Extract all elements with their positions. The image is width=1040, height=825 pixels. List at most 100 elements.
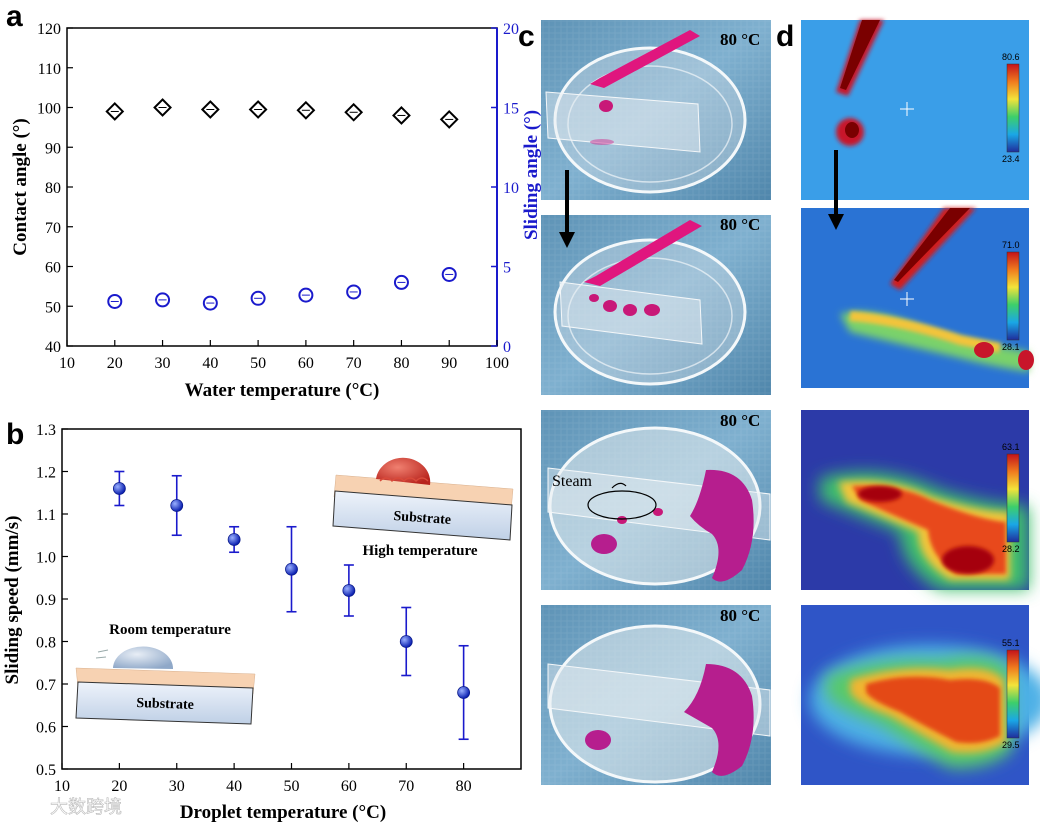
sliding-angle-point: [441, 266, 457, 282]
b-xtick-label: 50: [284, 778, 300, 795]
a-ytick-label: 50: [45, 299, 61, 316]
a-ytick-label: 80: [45, 180, 61, 197]
contact-angle-point: [344, 102, 364, 122]
sliding-angle-point: [346, 284, 362, 300]
thermal-frame-4: 55.1 29.5: [801, 605, 1040, 785]
a-ytick-label: 110: [38, 61, 61, 78]
contact-angle-point: [296, 100, 316, 120]
contact-angle-point: [153, 98, 172, 117]
panel-letter-c: c: [518, 20, 535, 53]
sliding-angle-point: [155, 292, 171, 308]
b-ytick-label: 0.8: [36, 635, 56, 652]
sliding-angle-point: [393, 274, 409, 290]
b-ytick-label: 1.3: [36, 422, 56, 439]
sliding-speed-point: [227, 533, 241, 546]
a-y2tick-label: 0: [503, 339, 511, 356]
a-xtick-label: 20: [107, 355, 123, 372]
panel-a-y2label: Sliding angle (°): [521, 110, 542, 240]
thermal-max-3: 63.1: [1002, 442, 1020, 452]
thermal-min-3: 28.2: [1002, 544, 1020, 554]
panel-letter-b: b: [6, 418, 24, 451]
a-ytick-label: 120: [37, 21, 61, 38]
sliding-angle-point: [298, 287, 314, 303]
b-ytick-label: 0.7: [36, 677, 56, 694]
b-ytick-label: 1.1: [36, 507, 56, 524]
sliding-speed-point: [399, 635, 413, 648]
a-xtick-label: 100: [485, 355, 509, 372]
a-ytick-label: 40: [45, 339, 61, 356]
a-xtick-label: 30: [155, 355, 171, 372]
thermal-min-4: 29.5: [1002, 740, 1020, 750]
b-xtick-label: 20: [111, 778, 127, 795]
panel-b-xlabel: Droplet temperature (°C): [180, 802, 386, 823]
a-xtick-label: 80: [393, 355, 409, 372]
b-xtick-label: 30: [169, 778, 185, 795]
panel-c-photos: 80 °C 80 °C Steam: [518, 20, 771, 785]
a-ytick-label: 60: [45, 260, 61, 277]
a-ytick-label: 90: [45, 140, 61, 157]
photo-frame-4: 80 °C: [541, 605, 771, 785]
b-xtick-label: 10: [54, 778, 70, 795]
sliding-speed-point: [112, 482, 126, 495]
a-xtick-label: 70: [346, 355, 362, 372]
room-temperature-label: Room temperature: [109, 622, 231, 638]
a-xtick-label: 50: [250, 355, 266, 372]
a-xtick-label: 10: [59, 355, 75, 372]
panel-letter-d: d: [776, 20, 794, 53]
contact-angle-point: [392, 106, 411, 125]
a-y2tick-label: 20: [503, 21, 519, 38]
a-ytick-label: 100: [37, 101, 61, 118]
a-ytick-label: 70: [45, 220, 61, 237]
sliding-speed-point: [342, 584, 356, 597]
substrate-label-1: Substrate: [136, 696, 194, 713]
substrate-label-2: Substrate: [393, 509, 451, 528]
steam-circle: [587, 490, 657, 520]
panel-b-chart: b 10 20 30 40 50 60 70 80 0.5 0.6 0.7 0.8 0.9 1.0 1.1…: [2, 418, 522, 823]
contact-angle-point: [200, 100, 220, 119]
photo-temp-4: 80 °C: [720, 606, 760, 625]
thermal-frame-3: 63.1 28.2: [801, 410, 1029, 590]
a-y2tick-label: 10: [503, 180, 519, 197]
thermal-max-2: 71.0: [1002, 240, 1020, 250]
sliding-angle-point: [250, 290, 266, 306]
sliding-angle-point: [107, 293, 123, 309]
b-xtick-label: 40: [226, 778, 242, 795]
contact-angle-point: [248, 100, 268, 119]
b-ytick-label: 0.9: [36, 592, 56, 609]
panel-a-xlabel: Water temperature (°C): [185, 380, 380, 401]
panel-d-thermal: d 80.6 23.4 71.0 28.1: [776, 20, 1040, 785]
panel-letter-a: a: [6, 0, 23, 33]
photo-temp-1: 80 °C: [720, 30, 760, 49]
sliding-angle-point: [202, 295, 218, 311]
steam-label: Steam: [552, 473, 593, 490]
thermal-frame-2: 71.0 28.1: [801, 208, 1034, 388]
photo-frame-1: 80 °C: [541, 20, 771, 200]
b-ytick-label: 0.6: [36, 720, 56, 737]
b-ytick-label: 1.0: [36, 550, 56, 567]
watermark: 大数跨境: [50, 797, 122, 818]
high-temperature-label: High temperature: [362, 543, 477, 559]
a-y2tick-label: 15: [503, 101, 519, 118]
panel-b-ylabel: Sliding speed (mm/s): [2, 516, 23, 685]
a-xtick-label: 60: [298, 355, 314, 372]
photo-frame-2: 80 °C: [541, 215, 771, 395]
thermal-max-1: 80.6: [1002, 52, 1020, 62]
b-xtick-label: 70: [398, 778, 414, 795]
photo-temp-2: 80 °C: [720, 215, 760, 234]
thermal-max-4: 55.1: [1002, 638, 1020, 648]
b-xtick-label: 80: [456, 778, 472, 795]
inset-room-temperature: Substrate Room temperature: [75, 622, 256, 725]
a-y2tick-label: 5: [503, 260, 511, 277]
photo-frame-3: Steam 80 °C: [541, 410, 771, 590]
panel-a-plot-frame: [66, 27, 498, 347]
panel-a-chart: a 10 20 30 40 50 60 70 80 90 100 4050607080901001…: [6, 0, 542, 401]
b-ytick-label: 0.5: [36, 762, 56, 779]
a-xtick-label: 40: [202, 355, 218, 372]
contact-angle-point: [105, 102, 125, 121]
thermal-min-2: 28.1: [1002, 342, 1020, 352]
sliding-speed-point: [285, 562, 298, 576]
sliding-speed-point: [170, 499, 184, 512]
b-xtick-label: 60: [341, 778, 357, 795]
a-xtick-label: 90: [441, 355, 457, 372]
thermal-min-1: 23.4: [1002, 154, 1020, 164]
